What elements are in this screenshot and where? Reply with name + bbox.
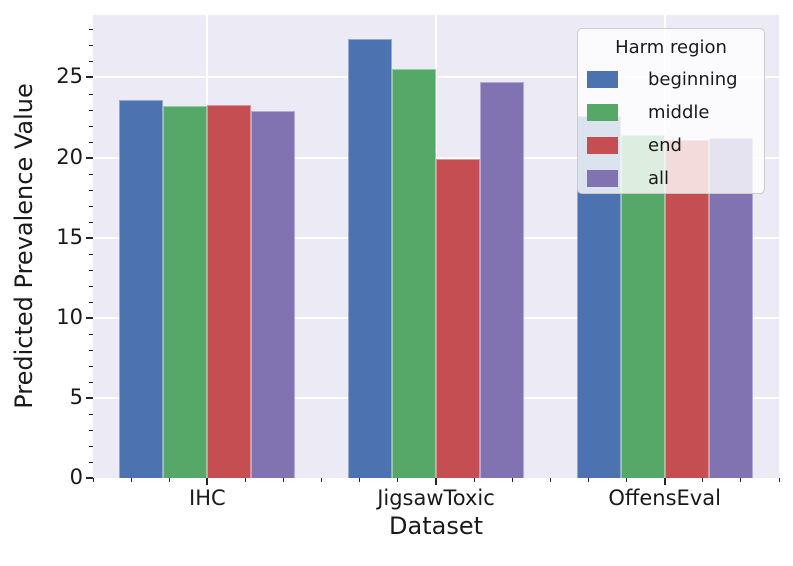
x-minor-tick (702, 478, 704, 482)
legend-item-beginning: beginning (578, 63, 764, 96)
y-minor-tick (89, 461, 93, 463)
y-major-tick (86, 396, 93, 399)
y-major-tick (86, 156, 93, 159)
y-minor-tick (89, 301, 93, 303)
y-minor-tick (89, 141, 93, 143)
legend-swatch-beginning (587, 71, 618, 88)
legend-swatch-end (587, 137, 618, 154)
x-minor-tick (740, 478, 742, 482)
legend-item-label: end (648, 134, 682, 156)
y-major-tick (86, 316, 93, 319)
y-minor-tick (89, 445, 93, 447)
bar-end-JigsawToxic (436, 159, 480, 478)
y-major-tick (86, 477, 93, 479)
y-major-tick (86, 76, 93, 79)
x-minor-tick (244, 478, 246, 482)
bar-end-IHC (207, 104, 252, 478)
y-minor-tick (89, 349, 93, 351)
y-minor-tick (89, 381, 93, 383)
bar-middle-JigsawToxic (392, 69, 436, 478)
legend-items: beginning middle end all (578, 63, 764, 195)
x-minor-tick (549, 478, 551, 482)
x-major-tick (663, 478, 666, 485)
y-tick-label: 15 (56, 224, 83, 249)
legend-title: Harm region (615, 37, 727, 58)
y-minor-tick (89, 173, 93, 175)
y-major-tick (86, 236, 93, 239)
legend-item-all: all (578, 162, 764, 195)
x-minor-tick (283, 478, 285, 482)
x-major-tick (206, 478, 209, 485)
x-major-tick (435, 478, 437, 485)
legend-swatch-middle (587, 104, 618, 121)
y-minor-tick (89, 333, 93, 335)
y-minor-tick (89, 205, 93, 207)
bar-beginning-JigsawToxic (348, 39, 392, 478)
x-tick-label-JigsawToxic: JigsawToxic (377, 486, 495, 510)
legend-item-label: middle (648, 101, 710, 123)
y-minor-tick (89, 61, 93, 63)
y-tick-label: 20 (56, 144, 83, 169)
x-tick-label-IHC: IHC (189, 486, 226, 510)
x-minor-tick (130, 478, 132, 482)
x-minor-tick (397, 478, 399, 482)
y-minor-tick (89, 413, 93, 415)
x-minor-tick (359, 478, 361, 482)
x-minor-tick (92, 478, 94, 482)
y-minor-tick (89, 285, 93, 287)
legend-item-label: beginning (648, 68, 738, 90)
y-minor-tick (89, 221, 93, 223)
y-minor-tick (89, 365, 93, 367)
y-tick-label: 0 (69, 465, 83, 489)
x-axis-label: Dataset (389, 512, 483, 540)
y-tick-label: 10 (56, 304, 83, 329)
bar-all-JigsawToxic (480, 82, 524, 478)
y-tick-label: 25 (56, 64, 83, 89)
bar-all-OffensEval (708, 138, 753, 478)
bar-middle-IHC (163, 106, 208, 478)
x-minor-tick (626, 478, 628, 482)
y-tick-label: 5 (69, 384, 83, 409)
x-minor-tick (321, 478, 323, 482)
x-minor-tick (168, 478, 170, 482)
legend-item-middle: middle (578, 96, 764, 129)
y-minor-tick (89, 253, 93, 255)
x-minor-tick (587, 478, 589, 482)
plot-area: Harm region beginning middle end all (93, 15, 779, 478)
legend-item-end: end (578, 129, 764, 162)
y-minor-tick (89, 189, 93, 191)
x-minor-tick (473, 478, 475, 482)
y-minor-tick (89, 429, 93, 431)
y-minor-tick (89, 93, 93, 95)
y-minor-tick (89, 109, 93, 111)
x-minor-tick (778, 478, 780, 482)
y-minor-tick (89, 269, 93, 271)
legend-item-label: all (648, 167, 670, 189)
legend-swatch-all (587, 170, 618, 187)
y-minor-tick (89, 45, 93, 47)
bar-all-IHC (251, 111, 296, 478)
x-minor-tick (511, 478, 513, 482)
bar-beginning-IHC (119, 99, 164, 478)
y-minor-tick (89, 29, 93, 31)
legend: Harm region beginning middle end all (577, 28, 765, 194)
y-minor-tick (89, 125, 93, 127)
x-tick-label-OffensEval: OffensEval (608, 486, 721, 510)
